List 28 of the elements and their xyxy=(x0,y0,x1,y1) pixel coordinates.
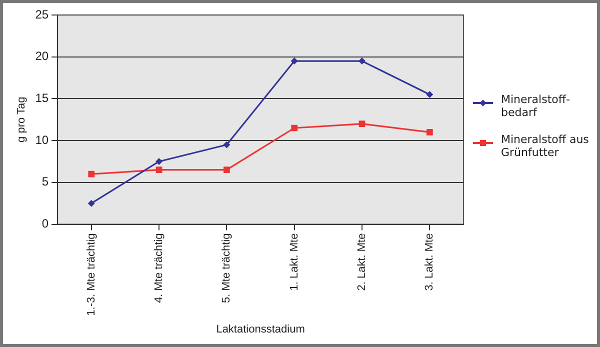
point xyxy=(156,158,163,165)
point xyxy=(224,166,230,174)
point xyxy=(426,129,433,136)
point xyxy=(358,120,366,127)
point xyxy=(88,200,95,207)
x-axis-title: Laktationsstadium xyxy=(216,323,305,336)
x-tick-label: 5. Mte trächtig xyxy=(220,233,233,303)
x-tick-label: 2. Lakt. Mte xyxy=(356,233,368,291)
y-tick-label: 5 xyxy=(42,174,49,189)
x-tick-label: 1.-3. Mte trächtig xyxy=(85,233,98,316)
y-tick-label: 25 xyxy=(35,7,49,22)
point xyxy=(358,58,366,65)
y-tick-label: 20 xyxy=(35,49,49,64)
x-tick-label: 1. Lakt. Mte xyxy=(288,233,300,291)
y-tick-label: 10 xyxy=(35,132,49,147)
point xyxy=(223,141,230,148)
x-tick-label: 4. Mte trächtig xyxy=(153,233,166,303)
point xyxy=(156,166,162,174)
legend-label: Mineralstoff-bedarf xyxy=(501,93,571,119)
y-tick-label: 15 xyxy=(35,91,49,106)
y-tick-label: 0 xyxy=(42,216,49,231)
point xyxy=(290,58,298,65)
legend-label: Mineralstoff aus Grünfutter xyxy=(501,133,590,159)
y-axis-title: g pro Tag xyxy=(16,96,28,142)
point xyxy=(88,170,95,178)
point xyxy=(291,124,298,132)
point xyxy=(426,91,434,98)
x-tick-label: 3. Lakt. Mte xyxy=(424,233,436,291)
